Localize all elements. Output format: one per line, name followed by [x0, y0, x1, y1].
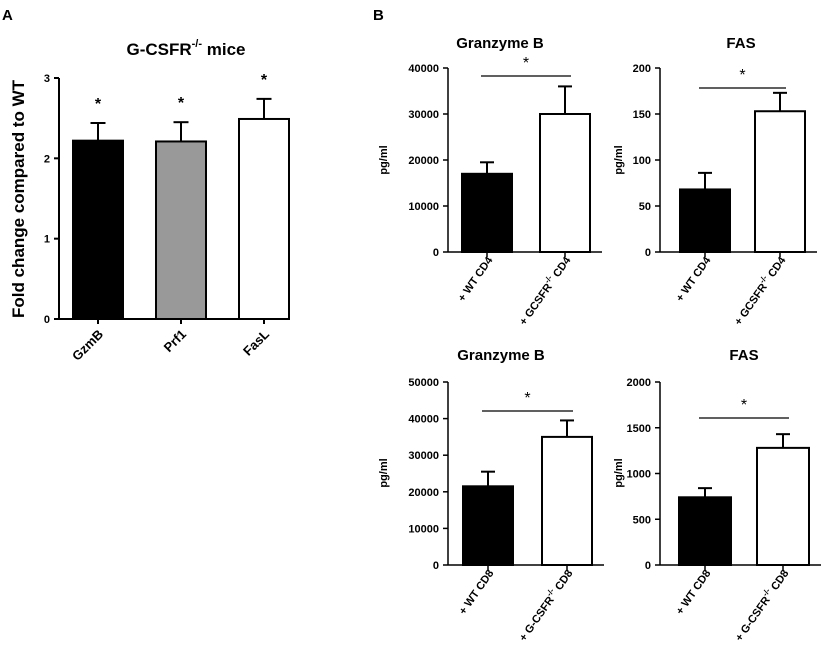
bar	[461, 172, 513, 253]
y-axis-label: pg/ml	[613, 458, 625, 487]
category-label-main: + WT CD4	[456, 254, 496, 304]
y-tick-label: 200	[633, 63, 651, 75]
y-tick-label: 0	[44, 314, 50, 326]
chart-b1: Granzyme B 0 10000 20000 30000 40000 pg/ml + WT…	[378, 35, 602, 328]
y-tick-label: 40000	[408, 63, 439, 75]
y-tick-label: 0	[645, 247, 651, 259]
y-tick-label: 1	[44, 234, 50, 246]
bar	[756, 446, 810, 567]
y-tick-label: 150	[633, 109, 651, 121]
y-tick-label: 30000	[408, 109, 439, 121]
y-tick-label: 30000	[408, 450, 439, 462]
panel-label-b: B	[373, 7, 384, 24]
y-tick-label: 10000	[408, 523, 439, 535]
y-axis-label: Fold change compared to WT	[9, 79, 28, 318]
bar	[155, 140, 207, 320]
category-label-main: + GCSFR	[732, 282, 769, 328]
y-tick-label: 2	[44, 153, 50, 165]
category-label-tail: CD4	[549, 254, 574, 282]
bar	[754, 110, 806, 253]
chart-b3: Granzyme B 0 10000 20000 30000 40000 50000 pg/m…	[378, 347, 604, 644]
category-label: Prf1	[161, 327, 189, 355]
y-axis-label: pg/ml	[613, 145, 625, 174]
category-label-sup: -/-	[544, 586, 556, 598]
bar	[541, 435, 593, 566]
y-tick-label: 2000	[627, 377, 651, 389]
category-label-main: + WT CD8	[674, 568, 713, 617]
y-tick-label: 50	[639, 201, 651, 213]
category-label: + WT CD8	[457, 568, 496, 617]
y-tick-label: 0	[433, 247, 439, 259]
chart-title: G-CSFR-/- mice	[126, 38, 245, 59]
y-tick-label: 500	[633, 514, 651, 526]
category-label: + WT CD4	[674, 254, 714, 304]
bar	[462, 485, 514, 566]
chart-title-suffix: mice	[202, 40, 245, 59]
category-label-main: + G-CSFR	[517, 595, 556, 644]
bar	[539, 113, 591, 253]
category-label-main: + G-CSFR	[733, 595, 772, 644]
category-label: GzmB	[69, 327, 106, 364]
y-tick-label: 1000	[627, 469, 651, 481]
y-tick-label: 10000	[408, 201, 439, 213]
chart-b2: FAS 0 50 100 150 200 pg/ml + WT CD4 + GCSFR-/- C…	[613, 35, 817, 328]
panel-label-a: A	[2, 7, 13, 24]
category-label: + G-CSFR-/- CD8	[515, 566, 576, 644]
category-label-sup: -/-	[542, 273, 554, 285]
category-label: FasL	[240, 326, 272, 358]
bar	[678, 496, 732, 567]
y-tick-label: 1500	[627, 423, 651, 435]
significance-star: *	[524, 390, 530, 407]
category-label: + WT CD4	[456, 254, 496, 304]
chart-title: Granzyme B	[457, 347, 545, 364]
category-label-tail: CD8	[767, 568, 791, 595]
significance-star: *	[741, 397, 747, 414]
category-label-sup: -/-	[757, 273, 769, 285]
category-label: + WT CD8	[674, 568, 713, 617]
y-axis-label: pg/ml	[378, 458, 390, 487]
significance-star: *	[523, 55, 529, 72]
y-axis-label: pg/ml	[378, 145, 390, 174]
y-tick-label: 3	[44, 73, 50, 85]
chart-title: Granzyme B	[456, 35, 544, 52]
significance-star: *	[178, 95, 185, 112]
y-tick-label: 20000	[408, 487, 439, 499]
category-label-tail: CD8	[551, 568, 575, 595]
category-label: + GCSFR-/- CD4	[730, 252, 789, 327]
bar	[72, 139, 124, 320]
y-tick-label: 0	[433, 560, 439, 572]
category-label-main: + WT CD4	[674, 254, 714, 304]
category-label-tail: CD4	[764, 254, 789, 282]
significance-star: *	[261, 72, 268, 89]
category-label-sup: -/-	[760, 586, 772, 598]
significance-star: *	[95, 96, 102, 113]
significance-star: *	[739, 67, 745, 84]
y-tick-label: 50000	[408, 377, 439, 389]
category-label: + G-CSFR-/- CD8	[731, 566, 792, 644]
chart-b4: FAS 0 500 1000 1500 2000 pg/ml + WT CD8 + G-CSFR…	[613, 347, 821, 644]
chart-title-sup: -/-	[192, 38, 203, 50]
y-tick-label: 0	[645, 560, 651, 572]
y-tick-label: 40000	[408, 414, 439, 426]
category-label-main: + GCSFR	[517, 282, 554, 328]
chart-a: G-CSFR-/- mice 0 1 2 3 Fold change compared t…	[9, 38, 290, 364]
category-label: + GCSFR-/- CD4	[515, 252, 574, 327]
category-label-main: + WT CD8	[457, 568, 496, 617]
chart-title-main: G-CSFR	[126, 40, 191, 59]
bar	[238, 117, 290, 320]
y-tick-label: 100	[633, 155, 651, 167]
bar	[679, 188, 731, 254]
chart-title: FAS	[729, 347, 758, 364]
y-tick-label: 20000	[408, 155, 439, 167]
chart-title: FAS	[726, 35, 755, 52]
